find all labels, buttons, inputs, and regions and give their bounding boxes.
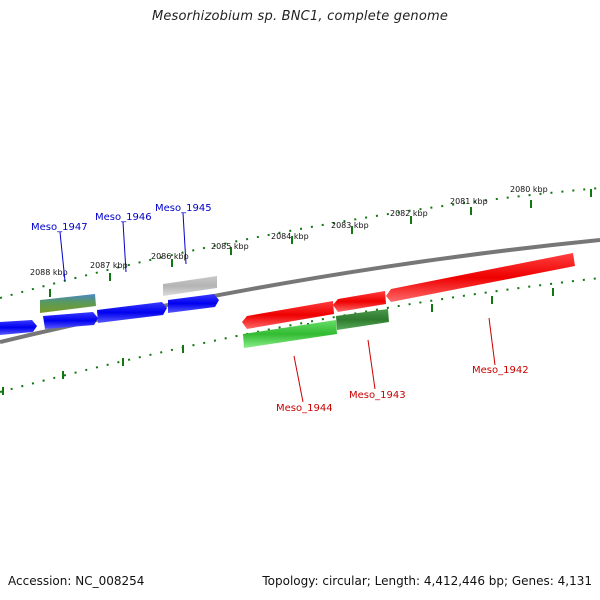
genome-summary-text: Topology: circular; Length: 4,412,446 bp…	[262, 574, 592, 588]
feature-bar-meso-1945[interactable]	[163, 276, 217, 296]
reverse-genes	[242, 253, 575, 329]
tick-label-2084: 2084 kbp	[271, 232, 309, 241]
map-title: Mesorhizobium sp. BNC1, complete genome	[151, 9, 449, 24]
tick-label-2086: 2086 kbp	[151, 252, 189, 261]
tick-label-2083: 2083 kbp	[331, 221, 369, 230]
label-leaders	[59, 212, 496, 403]
gene-label-meso-1947[interactable]: Meso_1947	[31, 222, 88, 233]
gene-arrow-partial-left[interactable]	[0, 320, 37, 335]
feature-bar-meso-1943[interactable]	[336, 309, 389, 330]
tick-label-2088: 2088 kbp	[30, 268, 68, 277]
gene-arrow-meso-1944[interactable]	[242, 301, 334, 329]
tick-label-2087: 2087 kbp	[90, 261, 128, 270]
accession-text: Accession: NC_008254	[8, 574, 145, 588]
gene-label-meso-1946[interactable]: Meso_1946	[95, 212, 152, 223]
major-ticks-outer	[49, 189, 592, 297]
gene-arrow-meso-1946[interactable]	[97, 302, 167, 323]
gene-label-meso-1943[interactable]: Meso_1943	[349, 390, 406, 401]
tick-label-2080: 2080 kbp	[510, 185, 548, 194]
gene-arrow-meso-1942[interactable]	[386, 253, 575, 302]
feature-bar-meso-1944[interactable]	[243, 320, 337, 348]
tick-label-2082: 2082 kbp	[390, 209, 428, 218]
feature-bar-meso-1947[interactable]	[40, 294, 96, 313]
gene-arrow-meso-1947[interactable]	[43, 312, 98, 329]
forward-genes	[0, 294, 219, 335]
gene-label-meso-1945[interactable]: Meso_1945	[155, 203, 212, 214]
tick-label-2085: 2085 kbp	[211, 242, 249, 251]
gene-arrow-meso-1943[interactable]	[333, 291, 386, 312]
forward-feature-track	[40, 276, 217, 313]
reverse-feature-track	[243, 309, 389, 348]
tick-label-2081: 2081 kbp	[450, 197, 488, 206]
gene-label-meso-1942[interactable]: Meso_1942	[472, 365, 529, 376]
gene-label-meso-1944[interactable]: Meso_1944	[276, 403, 333, 414]
gene-arrow-meso-1945[interactable]	[168, 294, 219, 313]
